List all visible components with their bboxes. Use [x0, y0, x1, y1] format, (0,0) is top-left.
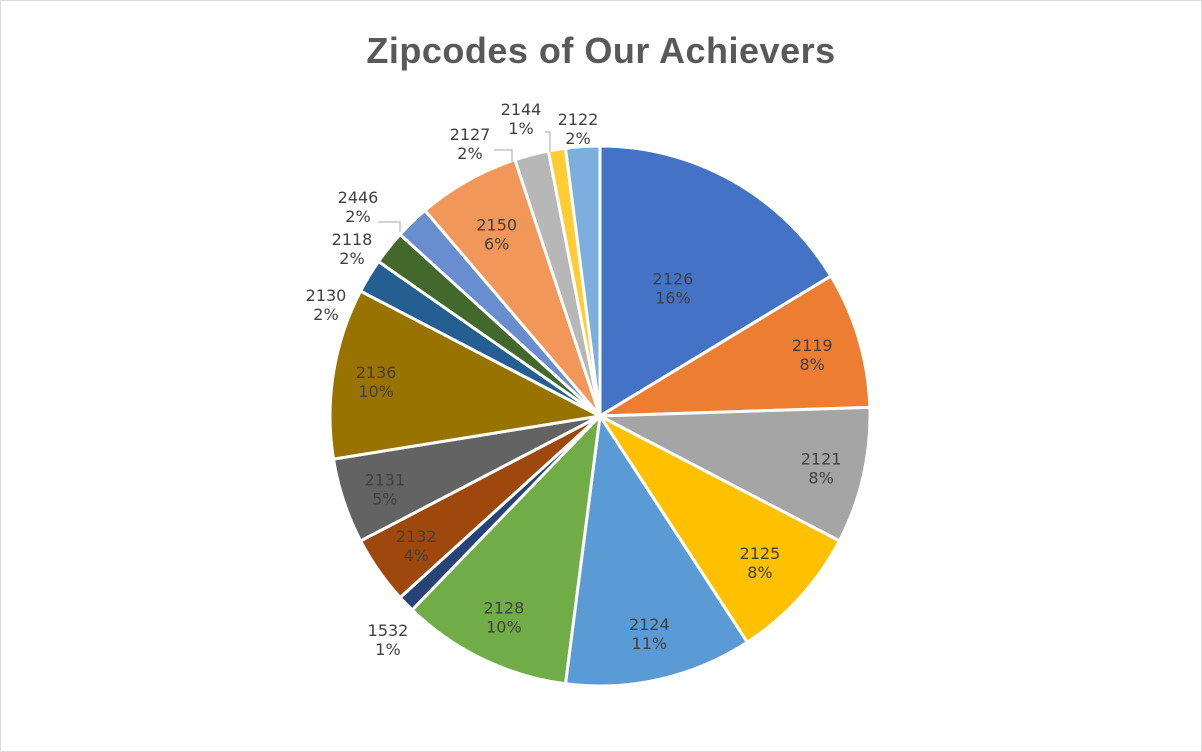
slice-label-zip-2132: 2132 — [396, 527, 437, 546]
slice-label-zip-2124: 2124 — [629, 615, 670, 634]
leader-line-2446 — [378, 221, 401, 232]
pie-slice-2122 — [563, 144, 602, 418]
slice-label-pct-2122: 2% — [565, 129, 590, 148]
slice-label-pct-2128: 10% — [486, 618, 522, 637]
pie-slice-2126 — [598, 144, 833, 418]
pie-slice-2136 — [328, 289, 602, 461]
slice-label-pct-2132: 4% — [404, 546, 429, 565]
slice-label-zip-2128: 2128 — [484, 599, 525, 618]
slice-label-zip-1532: 1532 — [368, 621, 409, 640]
slice-label-pct-2131: 5% — [372, 490, 397, 509]
pie-slice-2121 — [598, 405, 872, 543]
slice-label-zip-2150: 2150 — [476, 216, 517, 235]
slice-label-2144: 2144 1% — [501, 100, 542, 138]
slice-label-pct-2144: 1% — [508, 119, 533, 138]
slice-label-zip-2127: 2127 — [450, 125, 491, 144]
slice-label-zip-2144: 2144 — [501, 100, 542, 119]
slice-label-1532: 1532 1% — [368, 621, 409, 659]
slice-label-zip-2122: 2122 — [558, 110, 599, 129]
leader-line-2144 — [545, 131, 551, 152]
slice-label-pct-2130: 2% — [313, 305, 338, 324]
slice-label-zip-2125: 2125 — [740, 544, 781, 563]
slice-label-2136: 2136 10% — [356, 363, 397, 401]
slice-label-2124: 2124 11% — [629, 615, 670, 653]
slice-label-pct-2118: 2% — [339, 249, 364, 268]
slice-label-pct-2150: 6% — [484, 235, 509, 254]
slice-label-pct-2136: 10% — [358, 382, 394, 401]
slice-label-pct-2127: 2% — [457, 144, 482, 163]
slice-label-2127: 2127 2% — [450, 125, 491, 163]
slice-label-pct-2125: 8% — [747, 563, 772, 582]
slice-label-2119: 2119 8% — [792, 336, 833, 374]
pie-slice-2125 — [598, 414, 841, 644]
slice-label-pct-2446: 2% — [345, 207, 370, 226]
slice-label-2121: 2121 8% — [801, 450, 842, 488]
leader-line-2127 — [494, 149, 513, 162]
slice-label-pct-2126: 16% — [655, 289, 691, 308]
slice-label-zip-2136: 2136 — [356, 363, 397, 382]
pie-slice-2119 — [598, 274, 872, 418]
slice-label-pct-1532: 1% — [375, 640, 400, 659]
slice-label-2126: 2126 16% — [653, 270, 694, 308]
slice-label-2118: 2118 2% — [332, 230, 373, 268]
slice-label-2131: 2131 5% — [364, 471, 405, 509]
slice-label-2130: 2130 2% — [306, 286, 347, 324]
slice-label-zip-2118: 2118 — [332, 230, 373, 249]
slice-label-pct-2121: 8% — [808, 469, 833, 488]
slice-label-pct-2124: 11% — [632, 634, 668, 653]
slice-label-2128: 2128 10% — [484, 599, 525, 637]
slice-label-2150: 2150 6% — [476, 216, 517, 254]
pie-slice-2124 — [563, 414, 749, 688]
slice-label-zip-2131: 2131 — [364, 471, 405, 490]
slice-label-zip-2119: 2119 — [792, 336, 833, 355]
chart-title: Zipcodes of Our Achievers — [366, 30, 836, 71]
slice-label-zip-2126: 2126 — [653, 270, 694, 289]
slice-label-pct-2119: 8% — [800, 355, 825, 374]
slice-label-2125: 2125 8% — [740, 544, 781, 582]
slice-label-2132: 2132 4% — [396, 527, 437, 565]
slice-label-zip-2121: 2121 — [801, 450, 842, 469]
pie-slice-2128 — [410, 414, 602, 686]
slice-label-zip-2446: 2446 — [338, 188, 379, 207]
slice-label-zip-2130: 2130 — [306, 286, 347, 305]
slice-label-2122: 2122 2% — [558, 110, 599, 148]
slice-label-2446: 2446 2% — [338, 188, 379, 226]
